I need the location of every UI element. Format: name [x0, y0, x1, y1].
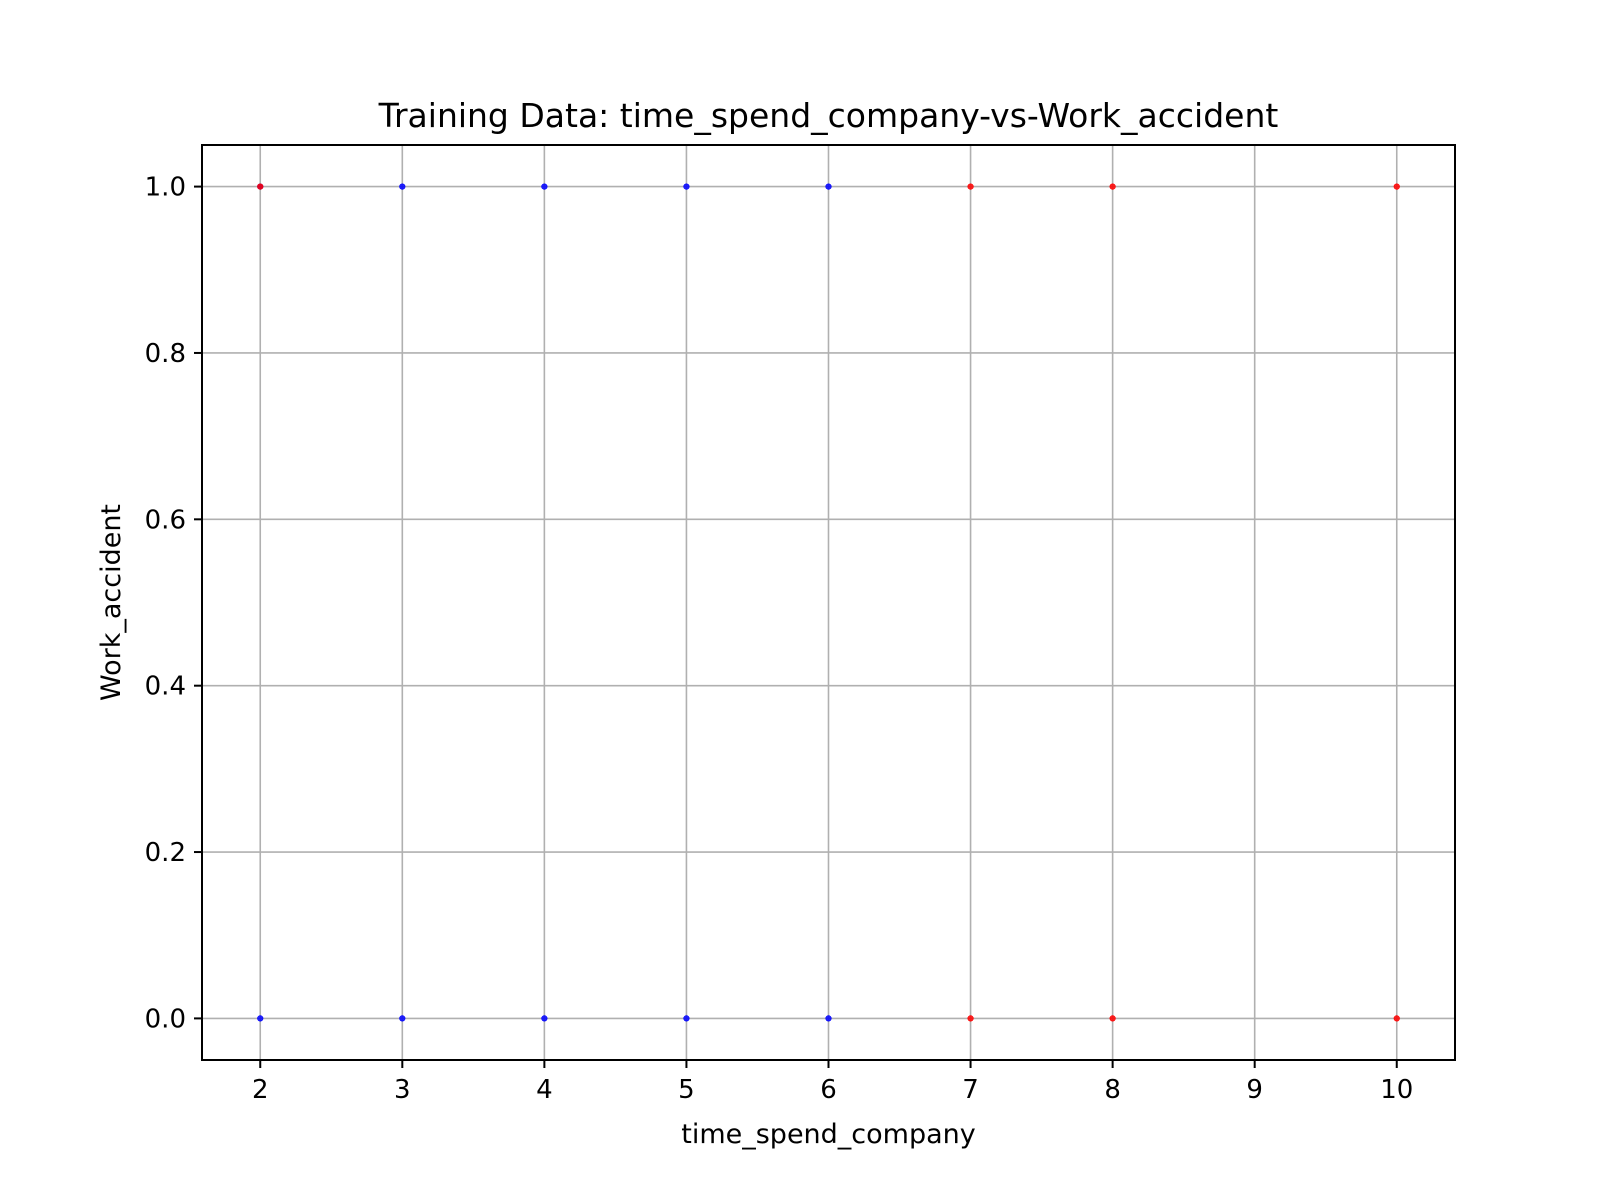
data-point [967, 183, 974, 190]
data-point [683, 1015, 690, 1022]
x-axis-label: time_spend_company [681, 1119, 976, 1150]
y-tick-label: 0.6 [145, 505, 186, 535]
y-axis-label: Work_accident [96, 504, 127, 701]
data-point [541, 1015, 548, 1022]
x-tick-label: 7 [962, 1075, 979, 1105]
x-tick-label: 4 [536, 1075, 553, 1105]
chart-title: Training Data: time_spend_company-vs-Wor… [378, 96, 1279, 135]
data-point [825, 1015, 832, 1022]
y-tick-label: 0.4 [145, 672, 186, 702]
data-point [1393, 183, 1400, 190]
y-tick-label: 1.0 [145, 173, 186, 203]
x-tick-label: 5 [678, 1075, 695, 1105]
y-tick-label: 0.2 [145, 838, 186, 868]
data-point [683, 183, 690, 190]
ticks-layer: 2 3 4 5 6 7 8 9 10 0.0 0.2 0.4 0.6 0.8 1.0 [145, 173, 1414, 1105]
data-point [257, 1015, 264, 1022]
data-point [1109, 1015, 1116, 1022]
points-layer [257, 183, 1400, 1022]
x-tick-label: 8 [1104, 1075, 1121, 1105]
x-tick-label: 10 [1380, 1075, 1413, 1105]
y-tick-label: 0.8 [145, 339, 186, 369]
data-point [399, 1015, 406, 1022]
data-point [399, 183, 406, 190]
data-point [1109, 183, 1116, 190]
grid-layer [202, 145, 1455, 1060]
data-point [257, 183, 264, 190]
x-tick-label: 6 [820, 1075, 837, 1105]
data-point [1393, 1015, 1400, 1022]
data-point [825, 183, 832, 190]
data-point [541, 183, 548, 190]
x-tick-label: 2 [252, 1075, 269, 1105]
y-tick-label: 0.0 [145, 1004, 186, 1034]
x-tick-label: 3 [394, 1075, 411, 1105]
data-point [967, 1015, 974, 1022]
x-tick-label: 9 [1246, 1075, 1263, 1105]
